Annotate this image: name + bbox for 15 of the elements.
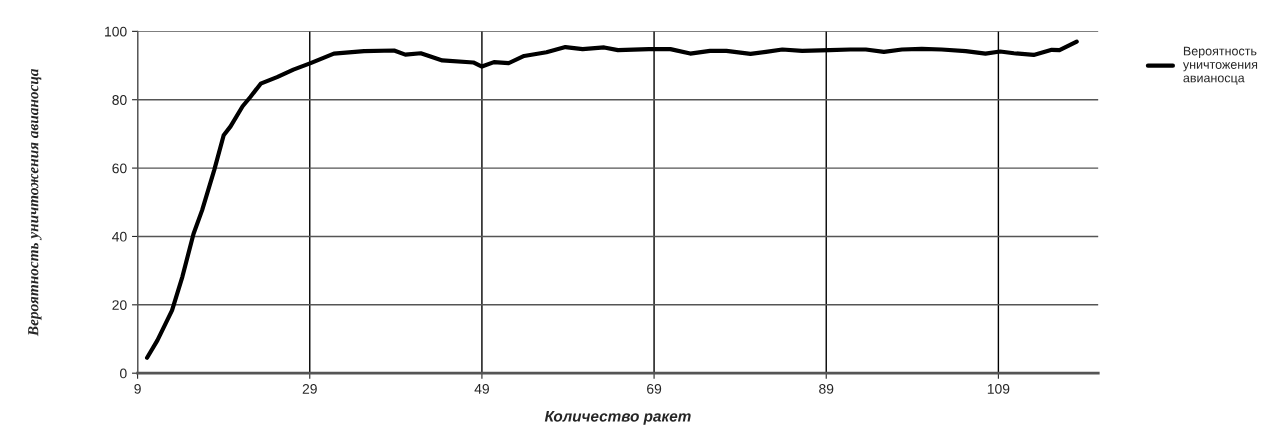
- x-tick-label: 109: [987, 383, 1010, 394]
- y-tick-label: 40: [112, 231, 127, 242]
- x-tick-label: 69: [647, 383, 662, 394]
- x-tick-label: 29: [302, 383, 317, 394]
- y-tick-label: 20: [112, 300, 127, 310]
- x-tick-label: 89: [819, 383, 834, 394]
- y-axis-title: Вероятность уничтожения авианосца: [28, 68, 42, 337]
- y-tick-label: 0: [120, 368, 127, 379]
- legend-label: Вероятность уничтожения авианосца: [1182, 46, 1258, 85]
- x-axis-title: Количество ракет: [544, 411, 691, 425]
- y-tick-label: 80: [112, 95, 127, 105]
- y-tick-label: 60: [112, 163, 127, 174]
- y-tick-label: 100: [105, 26, 127, 37]
- x-tick-label: 9: [134, 383, 141, 394]
- x-tick-label: 49: [474, 383, 489, 394]
